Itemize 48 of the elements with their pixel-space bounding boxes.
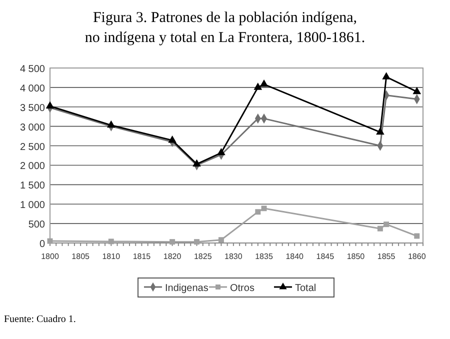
point — [412, 86, 422, 94]
point — [108, 238, 114, 244]
x-tick-label: 1815 — [132, 252, 152, 261]
x-tick-label: 1850 — [346, 252, 366, 261]
x-tick-label: 1835 — [255, 252, 274, 261]
x-tick-label: 1805 — [72, 252, 90, 261]
point — [192, 159, 201, 166]
y-tick-label: 1 500 — [20, 180, 46, 192]
point — [194, 239, 200, 245]
y-tick-label: 2 500 — [20, 142, 46, 153]
legend-label: Total — [295, 283, 316, 294]
y-tick-label: 0 — [39, 239, 46, 250]
y-tick-label: 1 000 — [20, 200, 46, 212]
legend-label: Otros — [230, 283, 254, 294]
x-tick-label: 1825 — [194, 252, 212, 261]
point — [46, 101, 54, 109]
chart-title: Figura 3. Patrones de la población indígena, no indígena y total en La Frontera, 1800-1861. — [84, 10, 366, 46]
point — [254, 82, 262, 90]
y-tick-label: 500 — [28, 220, 46, 231]
point — [376, 127, 384, 135]
point — [168, 136, 176, 143]
y-tick-label: 4 000 — [20, 83, 46, 94]
x-tick-label: 1860 — [408, 252, 426, 261]
point — [260, 80, 268, 87]
point — [382, 72, 390, 80]
y-tick-label: 3 000 — [20, 122, 46, 134]
x-tick-label: 1830 — [224, 252, 243, 261]
point — [255, 209, 261, 215]
y-tick-label: 3 500 — [20, 102, 46, 114]
point — [384, 222, 390, 228]
x-tick-label: 1810 — [102, 252, 121, 261]
point — [217, 148, 226, 156]
y-tick-label: 2 000 — [20, 161, 46, 172]
point — [377, 226, 383, 232]
source-note: Fuente: Cuadro 1. — [4, 314, 76, 325]
x-tick-label: 1845 — [316, 252, 335, 261]
x-tick-label: 1855 — [377, 252, 396, 261]
legend-label: Indigenas — [165, 283, 208, 294]
point — [47, 238, 53, 244]
x-tick-label: 1840 — [286, 252, 304, 261]
point — [170, 239, 176, 245]
point — [106, 120, 116, 128]
x-tick-label: 1800 — [41, 252, 60, 261]
point — [218, 237, 224, 243]
point — [261, 206, 267, 212]
point — [414, 233, 420, 239]
y-tick-label: 4 500 — [20, 64, 46, 75]
x-tick-label: 1820 — [163, 252, 182, 261]
